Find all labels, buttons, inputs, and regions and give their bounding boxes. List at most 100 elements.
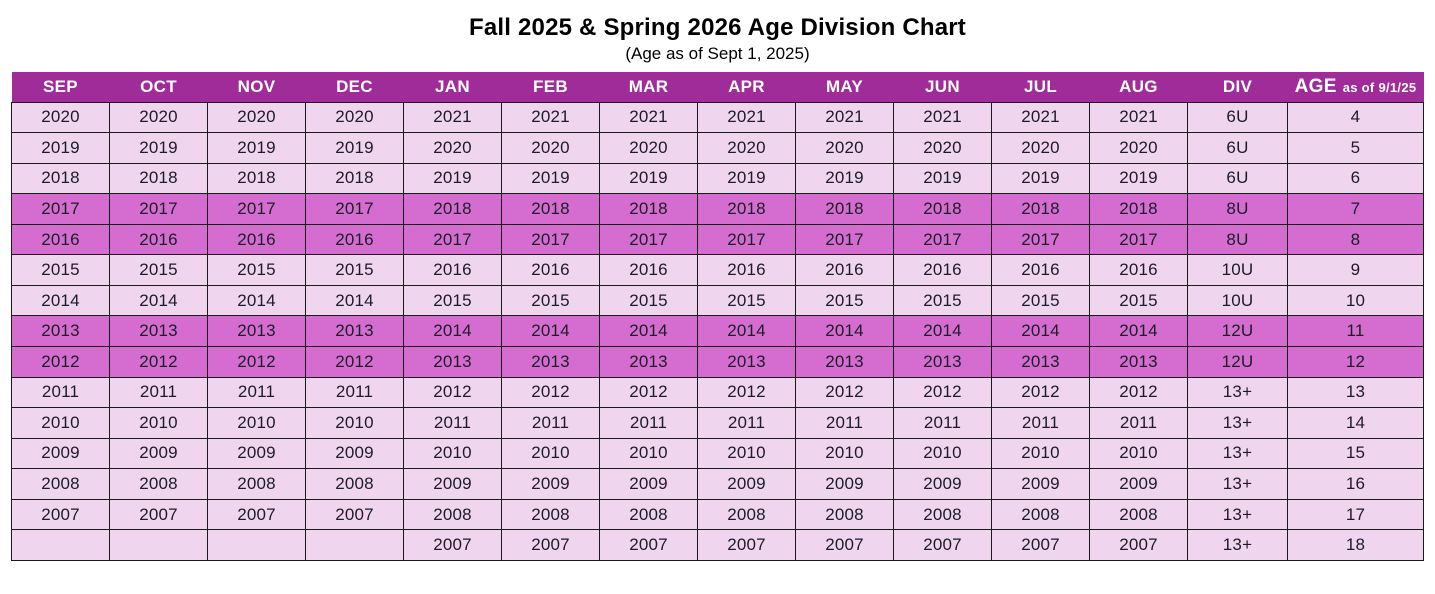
birth-year-cell: 2018 [1089, 193, 1188, 225]
table-row: 2007 2007 2007 2007 2007 2007 2007 2007 13+ 18 [11, 529, 1424, 561]
birth-year-cell: 2018 [305, 162, 404, 195]
table-row: 2016 2016 2016 2016 2017 2017 2017 2017 2017 2017… [11, 223, 1424, 256]
birth-year-cell: 2014 [501, 315, 600, 347]
birth-year-cell: 2012 [991, 376, 1090, 409]
table-row: 2011 2011 2011 2011 2012 2012 2012 2012 2012 2012… [11, 376, 1424, 409]
birth-year-cell: 2017 [991, 223, 1090, 256]
birth-year-cell: 2014 [795, 315, 894, 347]
birth-year-cell: 2015 [207, 254, 306, 286]
column-header-feb: FEB [501, 72, 600, 102]
column-header-dec: DEC [305, 72, 404, 102]
blank-cell [207, 529, 306, 561]
birth-year-cell: 2009 [795, 468, 894, 500]
column-header-oct: OCT [109, 72, 208, 102]
birth-year-cell: 2019 [403, 162, 502, 195]
birth-year-cell: 2017 [207, 193, 306, 225]
age-cell: 5 [1287, 132, 1424, 164]
page-title: Fall 2025 & Spring 2026 Age Division Cha… [468, 14, 966, 41]
age-cell: 9 [1287, 254, 1424, 286]
birth-year-cell: 2016 [305, 223, 404, 256]
birth-year-cell: 2020 [109, 101, 208, 134]
column-header-jul: JUL [991, 72, 1090, 102]
birth-year-cell: 2007 [403, 529, 502, 561]
birth-year-cell: 2012 [403, 376, 502, 409]
birth-year-cell: 2019 [991, 162, 1090, 195]
birth-year-cell: 2008 [207, 468, 306, 500]
birth-year-cell: 2020 [795, 132, 894, 164]
birth-year-cell: 2012 [207, 346, 306, 378]
age-cell: 7 [1287, 193, 1424, 225]
birth-year-cell: 2011 [697, 407, 796, 439]
division-cell: 8U [1187, 223, 1288, 256]
birth-year-cell: 2014 [207, 284, 306, 317]
birth-year-cell: 2017 [109, 193, 208, 225]
birth-year-cell: 2021 [795, 101, 894, 134]
birth-year-cell: 2017 [305, 193, 404, 225]
blank-cell [109, 529, 208, 561]
birth-year-cell: 2013 [207, 315, 306, 347]
birth-year-cell: 2015 [1089, 284, 1188, 317]
birth-year-cell: 2016 [991, 254, 1090, 286]
birth-year-cell: 2017 [697, 223, 796, 256]
birth-year-cell: 2019 [11, 132, 110, 164]
age-cell: 10 [1287, 284, 1424, 317]
age-cell: 4 [1287, 101, 1424, 134]
column-header-age: AGE as of 9/1/25 [1287, 72, 1424, 102]
birth-year-cell: 2009 [305, 437, 404, 470]
birth-year-cell: 2021 [599, 101, 698, 134]
birth-year-cell: 2018 [207, 162, 306, 195]
birth-year-cell: 2015 [795, 284, 894, 317]
birth-year-cell: 2013 [11, 315, 110, 347]
division-cell: 13+ [1187, 498, 1288, 531]
birth-year-cell: 2015 [599, 284, 698, 317]
birth-year-cell: 2016 [207, 223, 306, 256]
birth-year-cell: 2020 [697, 132, 796, 164]
division-cell: 13+ [1187, 376, 1288, 409]
division-cell: 6U [1187, 132, 1288, 164]
birth-year-cell: 2018 [893, 193, 992, 225]
birth-year-cell: 2016 [403, 254, 502, 286]
birth-year-cell: 2017 [795, 223, 894, 256]
birth-year-cell: 2009 [109, 437, 208, 470]
birth-year-cell: 2021 [403, 101, 502, 134]
birth-year-cell: 2014 [1089, 315, 1188, 347]
birth-year-cell: 2007 [697, 529, 796, 561]
birth-year-cell: 2019 [305, 132, 404, 164]
age-cell: 8 [1287, 223, 1424, 256]
birth-year-cell: 2016 [697, 254, 796, 286]
birth-year-cell: 2021 [697, 101, 796, 134]
birth-year-cell: 2008 [403, 498, 502, 531]
birth-year-cell: 2016 [11, 223, 110, 256]
table-row: 2009 2009 2009 2009 2010 2010 2010 2010 2010 2010… [11, 437, 1424, 470]
column-header-sep: SEP [11, 72, 110, 102]
birth-year-cell: 2021 [501, 101, 600, 134]
birth-year-cell: 2016 [501, 254, 600, 286]
birth-year-cell: 2011 [991, 407, 1090, 439]
birth-year-cell: 2009 [207, 437, 306, 470]
table-row: 2008 2008 2008 2008 2009 2009 2009 2009 2009 2009… [11, 468, 1424, 500]
birth-year-cell: 2012 [11, 346, 110, 378]
page: Fall 2025 & Spring 2026 Age Division Cha… [0, 14, 1435, 561]
birth-year-cell: 2010 [109, 407, 208, 439]
birth-year-cell: 2018 [11, 162, 110, 195]
birth-year-cell: 2020 [599, 132, 698, 164]
table-row: 2020 2020 2020 2020 2021 2021 2021 2021 2021 2021… [11, 101, 1424, 134]
birth-year-cell: 2015 [305, 254, 404, 286]
birth-year-cell: 2008 [1089, 498, 1188, 531]
age-cell: 12 [1287, 346, 1424, 378]
birth-year-cell: 2020 [403, 132, 502, 164]
birth-year-cell: 2016 [599, 254, 698, 286]
column-header-mar: MAR [599, 72, 698, 102]
division-cell: 13+ [1187, 437, 1288, 470]
birth-year-cell: 2017 [599, 223, 698, 256]
birth-year-cell: 2010 [991, 437, 1090, 470]
birth-year-cell: 2019 [697, 162, 796, 195]
birth-year-cell: 2011 [501, 407, 600, 439]
birth-year-cell: 2010 [207, 407, 306, 439]
division-cell: 10U [1187, 254, 1288, 286]
birth-year-cell: 2013 [991, 346, 1090, 378]
birth-year-cell: 2012 [1089, 376, 1188, 409]
birth-year-cell: 2010 [403, 437, 502, 470]
birth-year-cell: 2019 [599, 162, 698, 195]
birth-year-cell: 2020 [207, 101, 306, 134]
